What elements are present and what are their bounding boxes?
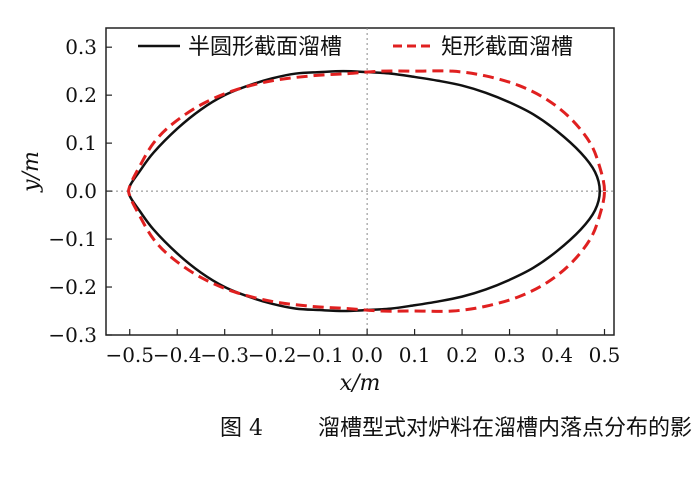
caption-text: 溜槽型式对炉料在溜槽内落点分布的影响 xyxy=(318,416,693,441)
y-tick-label: 0.3 xyxy=(65,35,97,59)
x-tick-label: 0.2 xyxy=(446,343,478,367)
y-tick-label: −0.2 xyxy=(48,275,97,299)
x-tick-label: −0.3 xyxy=(200,343,249,367)
x-tick-label: 0.4 xyxy=(541,343,573,367)
x-axis-label: x/m xyxy=(340,371,381,396)
series-line-1 xyxy=(127,69,602,313)
x-tick-label: 0.0 xyxy=(351,343,383,367)
plot-frame xyxy=(105,27,615,336)
x-tick-label: 0.1 xyxy=(399,343,431,367)
figure-caption: 图 4 溜槽型式对炉料在溜槽内落点分布的影响 xyxy=(0,410,693,450)
legend-label-2: 矩形截面溜槽 xyxy=(441,35,573,60)
x-tick-label: −0.1 xyxy=(295,343,344,367)
x-tick-label: 0.3 xyxy=(494,343,526,367)
x-tick-label: −0.2 xyxy=(248,343,297,367)
chart-area: −0.5 −0.4 −0.3 −0.2 −0.1 0.0 0.1 0.2 0.3 0.4 0.5 −0… xyxy=(19,27,621,396)
trajectory-chart: −0.5−0.4−0.3−0.2−0.1 0.0 0.1 0.2 0.3 0.4 0.5−0… xyxy=(19,27,621,396)
y-tick-label: 0.0 xyxy=(65,179,97,203)
y-tick-label: 0.1 xyxy=(65,131,97,155)
x-tick-label: −0.5 xyxy=(105,343,154,367)
series-line-2 xyxy=(127,69,606,313)
y-axis-label: y/m xyxy=(19,151,44,193)
legend-label-1: 半圆形截面溜槽 xyxy=(188,35,342,60)
y-tick-label: −0.1 xyxy=(48,227,97,251)
x-tick-label: 0.5 xyxy=(589,343,621,367)
caption-number: 图 4 xyxy=(220,416,263,441)
y-tick-label: −0.3 xyxy=(48,323,97,347)
x-tick-label: −0.4 xyxy=(153,343,202,367)
y-tick-label: 0.2 xyxy=(65,83,97,107)
